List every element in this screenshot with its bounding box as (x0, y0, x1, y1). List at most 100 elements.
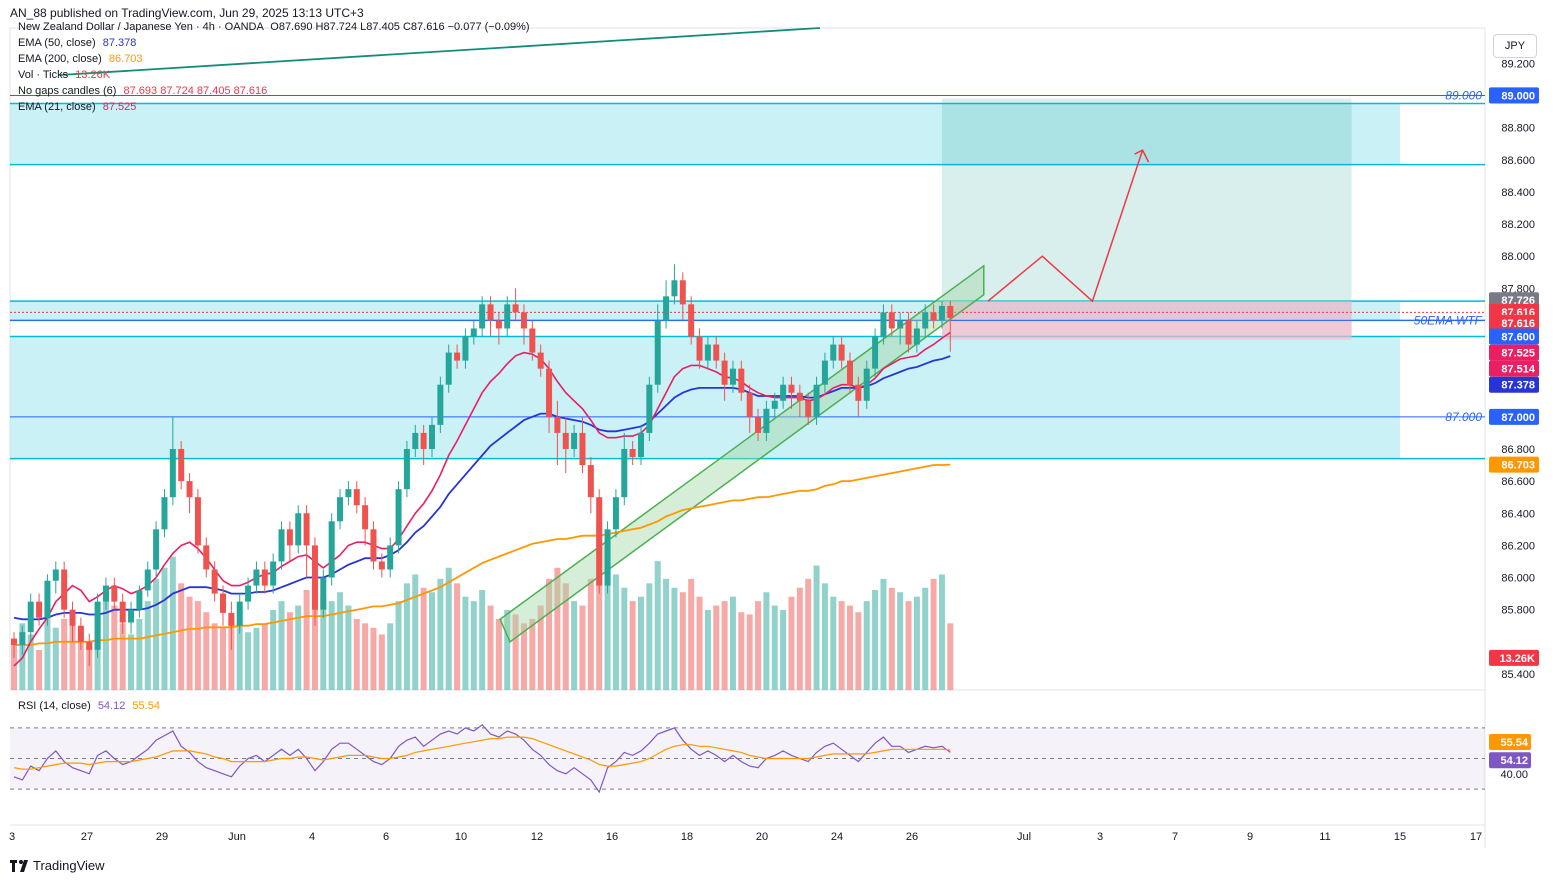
volume-bar (186, 596, 193, 690)
candle-body (704, 344, 711, 361)
volume-bar (445, 567, 452, 690)
price-tag-label: 13.26K (1500, 653, 1536, 665)
volume-bar (696, 596, 703, 690)
candle-body (27, 601, 34, 633)
candle-body (128, 609, 135, 623)
candle-body (220, 593, 226, 613)
volume-bar (612, 574, 619, 690)
candle-body (169, 448, 176, 498)
price-tag (1489, 314, 1539, 331)
time-tick-label: 18 (681, 831, 693, 843)
candle-body (320, 577, 327, 610)
volume-bar (487, 605, 494, 690)
volume-bar (855, 612, 862, 690)
volume-bar (27, 634, 34, 690)
volume-bar (755, 601, 762, 690)
candle-body (562, 432, 569, 449)
volume-bar (378, 634, 385, 690)
volume-bar (36, 650, 43, 690)
ema21-value: 87.525 (102, 101, 137, 113)
footer-brand[interactable]: TradingView (10, 858, 105, 873)
candle-body (69, 609, 76, 626)
candle-body (194, 497, 201, 546)
candle-body (596, 497, 603, 586)
legend-rsi[interactable]: RSI (14, close) 54.12 55.54 (18, 700, 160, 712)
candle-body (245, 585, 252, 602)
volume-bar (529, 618, 536, 690)
legend-volume[interactable]: Vol · Ticks 13.26K (18, 69, 110, 81)
candle-body (337, 497, 344, 522)
candle-body (77, 625, 84, 642)
price-tick-label: 85.800 (1501, 605, 1535, 617)
support-resistance-zone (10, 103, 1400, 165)
price-tag (1489, 376, 1539, 393)
volume-bar (596, 523, 603, 690)
volume-bar (220, 627, 226, 690)
candle-body (495, 320, 502, 329)
candle-body (61, 569, 68, 610)
candle-body (888, 312, 895, 329)
candle-body (755, 416, 762, 433)
price-tag (1489, 456, 1539, 473)
volume-bar (479, 590, 486, 690)
volume-bar (77, 632, 84, 690)
candle-body (587, 465, 594, 498)
candle-body (721, 360, 728, 385)
candle-body (186, 481, 193, 498)
volume-bar (228, 618, 235, 690)
rsi-tick-label: 40.00 (1500, 769, 1528, 781)
candle-body (203, 545, 210, 570)
candle-body (86, 641, 93, 650)
candle-body (11, 638, 17, 646)
candle-body (897, 320, 904, 329)
tradingview-logo-icon (10, 859, 28, 872)
ema200-value: 86.703 (108, 53, 143, 65)
volume-bar (520, 623, 527, 690)
volume-bar (128, 634, 135, 690)
volume-bar (454, 583, 461, 690)
time-tick-label: 17 (1470, 831, 1482, 843)
volume-bar (261, 623, 268, 690)
candle-body (821, 360, 828, 385)
legend-nogaps[interactable]: No gaps candles (6) 87.693 87.724 87.405… (18, 85, 267, 97)
volume-bar (646, 583, 653, 690)
candle-body (153, 529, 160, 570)
volume-bar (571, 601, 578, 690)
candle-body (746, 392, 753, 417)
legend-ema200[interactable]: EMA (200, close) 86.703 (18, 53, 142, 65)
candle-body (278, 529, 285, 562)
volume-bar (111, 605, 118, 690)
candle-body (429, 424, 435, 449)
volume-bar (746, 614, 753, 690)
volume-bar (169, 556, 176, 690)
volume-bar (102, 596, 109, 690)
ema200-label: EMA (200, close) (18, 53, 102, 65)
rsi-value: 54.12 (97, 700, 126, 712)
level-label: 87.000 (1445, 410, 1482, 424)
projection-arrow (987, 149, 1144, 303)
candle-body (629, 448, 636, 458)
volume-bar (738, 612, 745, 690)
rsi-value-tag (1489, 734, 1531, 751)
candle-body (604, 529, 611, 586)
candle-body (796, 392, 803, 401)
candle-body (445, 352, 452, 385)
legend-ema21[interactable]: EMA (21, close) 87.525 (18, 101, 136, 113)
volume-bar (671, 587, 678, 690)
currency-button[interactable]: JPY (1493, 34, 1537, 58)
price-tick-label: 88.600 (1501, 155, 1535, 167)
candle-body (621, 448, 628, 498)
volume-bar (387, 623, 394, 690)
volume-bar (780, 610, 787, 690)
time-tick-label: 3 (9, 831, 15, 843)
legend-ema50[interactable]: EMA (50, close) 87.378 (18, 37, 136, 49)
volume-bar (688, 578, 695, 690)
time-tick-label: 24 (831, 831, 843, 843)
volume-bar (178, 583, 185, 690)
candle-body (863, 368, 870, 401)
volume-bar (311, 578, 318, 690)
candle-body (780, 384, 787, 401)
price-tick-label: 88.200 (1501, 219, 1535, 231)
candle-body (679, 280, 686, 305)
